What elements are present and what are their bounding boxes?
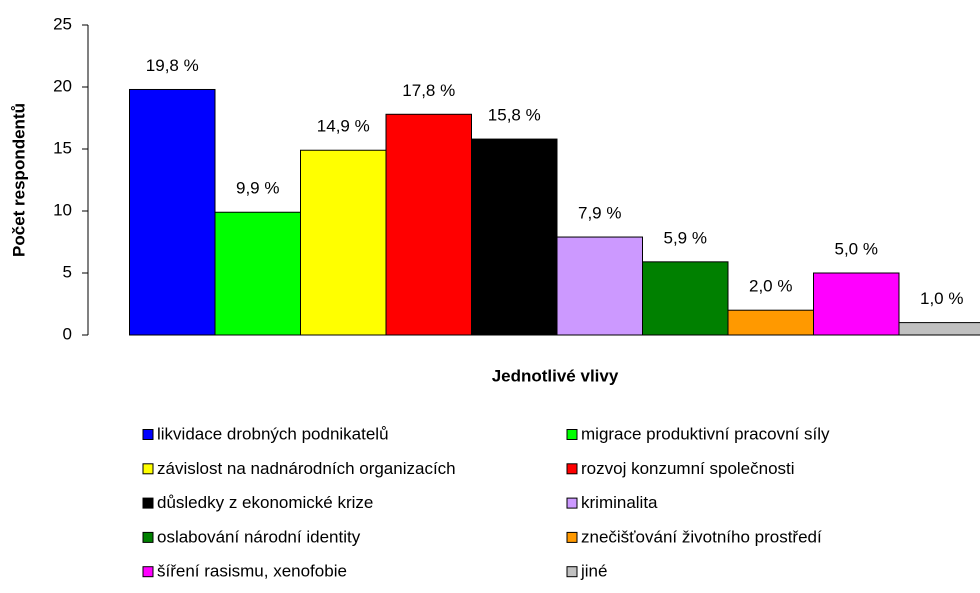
y-tick-label: 10 [53, 200, 72, 219]
bar [300, 149, 387, 336]
legend-swatch [566, 531, 578, 543]
data-label: 17,8 % [402, 81, 455, 100]
legend-swatch [566, 566, 578, 578]
bar [471, 138, 558, 336]
y-tick-label: 5 [63, 262, 72, 281]
data-label: 2,0 % [749, 277, 792, 296]
bar [727, 309, 814, 336]
bar [129, 88, 216, 336]
legend-label: závislost na nadnárodních organizacích [157, 459, 456, 478]
data-label: 1,0 % [920, 289, 963, 308]
legend-label: rozvoj konzumní společnosti [581, 459, 795, 478]
legend-swatch [566, 429, 578, 440]
x-axis-label: Jednotlivé vlivy [492, 366, 619, 385]
y-tick-label: 20 [53, 76, 72, 95]
legend-label: důsledky z ekonomické krize [157, 493, 373, 512]
bar [642, 261, 729, 336]
legend-label: kriminalita [581, 493, 658, 512]
y-tick-label: 15 [53, 138, 72, 157]
data-label: 9,9 % [236, 179, 279, 198]
legend-swatch [566, 497, 578, 509]
data-label: 19,8 % [146, 56, 199, 75]
legend-label: jiné [580, 562, 607, 581]
data-label: 7,9 % [578, 204, 621, 223]
data-label: 5,0 % [835, 239, 878, 258]
data-label: 5,9 % [664, 228, 707, 247]
legend-swatch [142, 531, 154, 543]
bar [214, 211, 301, 336]
legend-label: oslabování národní identity [157, 527, 361, 546]
y-axis-label: Počet respondentů [9, 103, 28, 257]
bar [898, 322, 980, 336]
y-tick-label: 0 [63, 324, 72, 343]
legend-label: likvidace drobných podnikatelů [157, 424, 389, 443]
legend-swatch [566, 463, 578, 475]
bar [556, 236, 643, 336]
data-label: 15,8 % [488, 106, 541, 125]
legend-label: migrace produktivní pracovní síly [581, 424, 830, 443]
legend-label: šíření rasismu, xenofobie [157, 562, 347, 581]
bar [385, 113, 472, 336]
legend-swatch [142, 497, 154, 509]
legend-swatch [142, 463, 154, 475]
legend-swatch [142, 429, 154, 440]
data-label: 14,9 % [317, 117, 370, 136]
legend-label: znečišťování životního prostředí [581, 527, 822, 546]
bar [813, 272, 900, 336]
y-tick-label: 25 [53, 14, 72, 33]
legend-swatch [142, 566, 154, 578]
